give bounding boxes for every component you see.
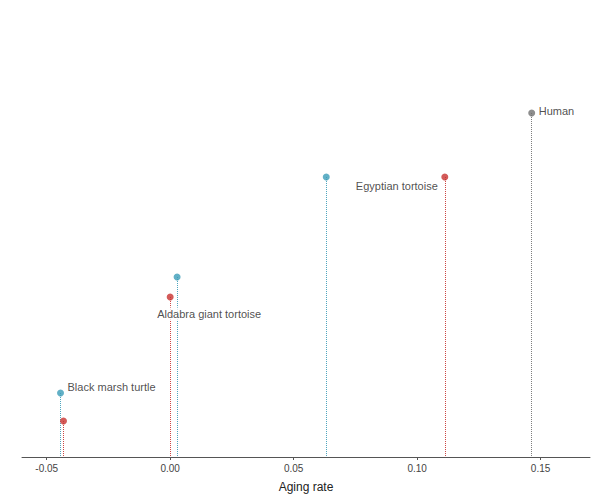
svg-text:Human: Human	[539, 105, 574, 117]
svg-text:0.00: 0.00	[160, 463, 180, 474]
svg-text:Black marsh turtle: Black marsh turtle	[68, 381, 156, 393]
svg-text:Aldabra giant tortoise: Aldabra giant tortoise	[157, 308, 261, 320]
svg-text:0.15: 0.15	[531, 463, 551, 474]
svg-text:Aging rate: Aging rate	[279, 480, 334, 494]
svg-text:-0.05: -0.05	[35, 463, 58, 474]
svg-text:0.05: 0.05	[284, 463, 304, 474]
svg-text:0.10: 0.10	[407, 463, 427, 474]
svg-text:Egyptian tortoise: Egyptian tortoise	[356, 180, 438, 192]
